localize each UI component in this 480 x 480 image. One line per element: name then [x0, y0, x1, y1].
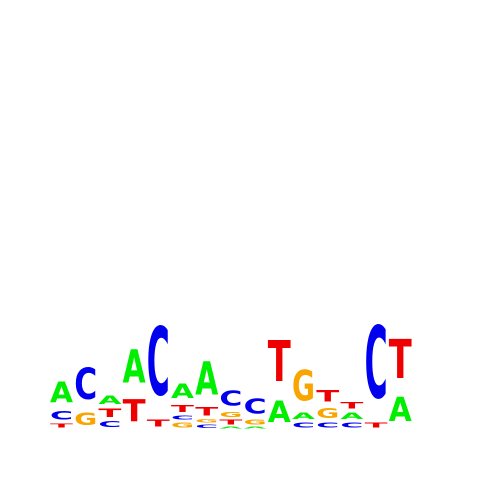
- logo-letter: C: [50, 409, 73, 422]
- logo-letter: T: [147, 417, 170, 429]
- logo-letter: A: [219, 426, 243, 429]
- logo-letter: G: [74, 410, 97, 429]
- logo-column-15: AT: [389, 330, 413, 429]
- logo-letter: T: [219, 418, 243, 426]
- logo-letter: A: [123, 342, 146, 394]
- logo-letter: T: [340, 400, 363, 411]
- logo-letter: G: [244, 418, 267, 426]
- logo-letter: A: [50, 376, 74, 409]
- logo-letter: C: [365, 307, 388, 422]
- logo-letter: C: [171, 415, 194, 422]
- logo-letter: T: [389, 330, 413, 391]
- logo-letter: A: [195, 354, 218, 406]
- logo-letter: C: [244, 395, 267, 419]
- logo-letter: T: [50, 423, 74, 430]
- logo-letter: T: [365, 421, 389, 429]
- logo-letter: A: [389, 392, 413, 430]
- logo-column-14: TC: [365, 307, 389, 429]
- logo-letter: A: [292, 411, 315, 421]
- logo-letter: C: [195, 424, 218, 429]
- logo-column-13: CAT: [340, 400, 363, 429]
- logo-letter: G: [195, 418, 218, 423]
- logo-letter: G: [292, 363, 315, 411]
- logo-column-4: TA: [123, 342, 146, 429]
- logo-letter: T: [195, 405, 218, 418]
- logo-letter: C: [340, 421, 363, 429]
- logo-letter: C: [316, 421, 339, 429]
- logo-letter: T: [171, 403, 194, 415]
- logo-letter: C: [292, 421, 315, 429]
- logo-letter: C: [147, 309, 170, 418]
- logo-letter: C: [219, 387, 242, 411]
- logo-letter: A: [268, 395, 291, 429]
- logo-letter: T: [123, 393, 146, 429]
- logo-column-5: TC: [147, 309, 170, 429]
- logo-column-2: GC: [74, 359, 97, 429]
- logo-letter: G: [219, 411, 242, 419]
- logo-letter: A: [340, 411, 363, 421]
- logo-letter: G: [316, 406, 339, 421]
- logo-letter: G: [171, 421, 194, 429]
- logo-column-11: CAG: [292, 363, 315, 429]
- logo-letter: A: [244, 426, 268, 429]
- logo-column-3: CTA: [98, 394, 122, 429]
- logo-letter: C: [98, 420, 121, 429]
- logo-letter: C: [74, 359, 97, 409]
- logo-letter: T: [268, 329, 291, 395]
- logo-column-9: AGC: [244, 395, 268, 429]
- logo-letter: A: [98, 394, 122, 407]
- logo-column-12: CGT: [316, 388, 339, 430]
- logo-letter: A: [171, 380, 195, 402]
- logo-column-1: TCA: [50, 376, 74, 429]
- logo-letter: T: [316, 388, 339, 406]
- logo-letter: T: [98, 407, 121, 420]
- logo-column-10: AT: [268, 329, 291, 429]
